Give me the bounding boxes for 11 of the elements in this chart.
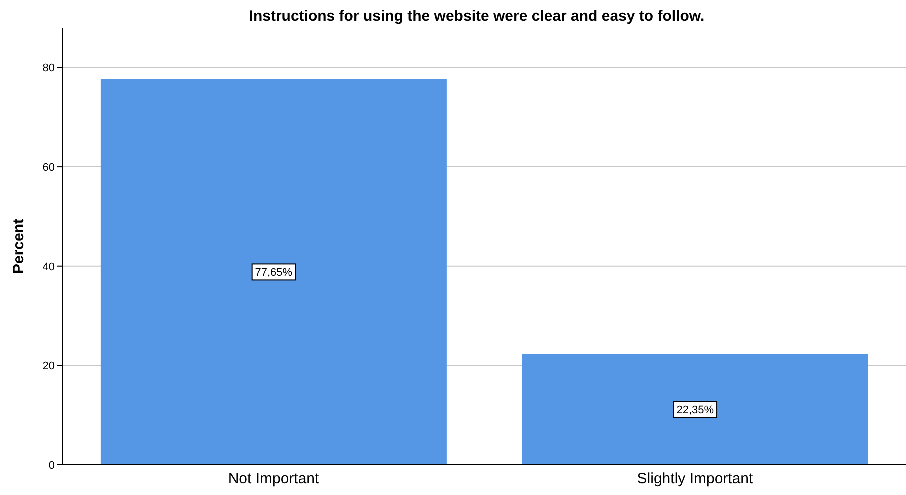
x-tick-label: Slightly Important (637, 470, 754, 488)
y-tick-label: 20 (42, 360, 55, 373)
y-tick-label: 80 (42, 62, 55, 75)
y-axis-title: Percent (10, 218, 28, 274)
data-label: 77,65% (255, 267, 293, 280)
y-tick-label: 60 (42, 162, 55, 174)
y-tick-label: 40 (42, 261, 55, 274)
chart-title: Instructions for using the website were clear and easy to follow. (248, 8, 706, 27)
x-tick-label: Not Important (228, 470, 320, 488)
data-label: 22,35% (676, 404, 714, 417)
y-tick-label: 0 (48, 460, 55, 472)
